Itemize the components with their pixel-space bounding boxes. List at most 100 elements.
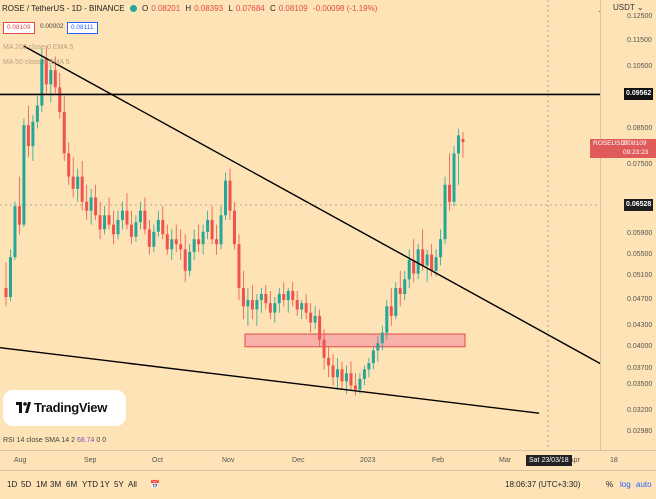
candle-body — [152, 231, 156, 247]
bottom-toolbar: 1D 5D 1M 3M 6M YTD 1Y 5Y All 📅 18:06:37 (UTC+3:3… — [0, 470, 656, 499]
candle-body — [44, 59, 48, 85]
price-tick: 0.03700 — [627, 365, 653, 373]
candle-body — [67, 153, 71, 177]
price-tick: 0.10500 — [627, 63, 653, 71]
low-value: 0.07684 — [235, 4, 265, 13]
price-chart[interactable] — [0, 0, 600, 450]
candle-body — [120, 210, 124, 220]
candle-body — [371, 350, 375, 364]
candle-body — [98, 215, 102, 230]
horizontal-line-price-label: 0.09562 — [624, 88, 654, 101]
symbol-tag-name: ROSEUSDT — [593, 140, 630, 147]
range-button-3m[interactable]: 3M — [50, 480, 62, 489]
time-tick: Mar — [499, 457, 512, 464]
pane-controls: ⌄ □ — [597, 5, 600, 26]
candle-body — [398, 288, 402, 294]
symbol-title[interactable]: ROSE / TetherUS - 1D - BINANCE — [2, 4, 125, 13]
crosshair-date-label: Sat 23/03/18 — [526, 455, 572, 466]
candle-body — [35, 105, 39, 122]
candle-body — [300, 303, 304, 310]
tradingview-logo-icon — [16, 402, 31, 413]
candle-body — [456, 135, 460, 154]
range-button-5d[interactable]: 5D — [21, 480, 32, 489]
trendline-1 — [23, 45, 600, 365]
candle-body — [8, 257, 12, 298]
price-tick: 0.03200 — [627, 407, 653, 415]
rsi-label[interactable]: RSI 14 close SMA 14 2 68.74 0 0 — [3, 437, 106, 444]
price-axis[interactable]: USDT ⌄ 0.12500 0.11500 0.10500 0.08500 0.075… — [590, 0, 656, 450]
price-tick: 0.04300 — [627, 321, 653, 329]
date-range-icon[interactable]: 📅 — [150, 480, 160, 489]
buy-price-box[interactable]: 0.08111 — [67, 22, 98, 34]
price-tick: 0.07500 — [627, 160, 653, 168]
log-toggle[interactable]: log — [620, 480, 631, 489]
candle-body — [340, 369, 344, 382]
collapse-icon[interactable]: ⌄ — [597, 5, 600, 15]
candle-body — [22, 125, 26, 225]
range-button-1y[interactable]: 1Y — [100, 480, 110, 489]
candle-body — [304, 303, 308, 313]
time-tick: Apr — [569, 457, 580, 464]
logo-text: TradingView — [34, 400, 108, 415]
time-tick: 2023 — [360, 457, 376, 464]
trendline-2 — [0, 346, 540, 414]
candle-body — [161, 219, 165, 235]
auto-toggle[interactable]: auto — [636, 480, 652, 489]
clock-display[interactable]: 18:06:37 (UTC+3:30) — [505, 480, 581, 489]
candle-body — [192, 239, 196, 252]
price-tick: 0.04700 — [627, 296, 653, 304]
candle-body — [255, 300, 259, 310]
candle-body — [309, 312, 313, 323]
candle-body — [376, 343, 380, 351]
candle-body — [264, 293, 268, 304]
candle-body — [71, 176, 75, 189]
range-button-1d[interactable]: 1D — [7, 480, 18, 489]
range-button-5y[interactable]: 5Y — [114, 480, 124, 489]
rsi-extra-2: 0 — [102, 437, 107, 444]
candle-body — [313, 315, 317, 323]
candle-body — [4, 288, 8, 298]
candle-body — [434, 257, 438, 271]
candle-body — [201, 231, 205, 245]
candle-body — [224, 180, 228, 216]
range-button-1m[interactable]: 1M — [36, 480, 48, 489]
range-button-ytd[interactable]: YTD — [82, 480, 98, 489]
price-tick: 0.05500 — [627, 250, 653, 258]
candle-body — [385, 306, 389, 333]
candle-body — [58, 87, 62, 112]
currency-select[interactable]: USDT ⌄ — [613, 3, 644, 12]
range-button-6m[interactable]: 6M — [66, 480, 78, 489]
candle-body — [170, 239, 174, 250]
candle-body — [448, 184, 452, 202]
candle-body — [403, 279, 407, 294]
candle-body — [26, 125, 30, 147]
candle-body — [183, 249, 187, 271]
ma50-label[interactable]: MA 50 close 0 EMA 5 — [3, 59, 70, 66]
range-button-all[interactable]: All — [128, 480, 137, 489]
percent-toggle[interactable]: % — [606, 480, 614, 489]
candle-body — [147, 229, 151, 247]
candle-body — [17, 206, 21, 225]
time-tick: Aug — [14, 457, 27, 464]
candle-body — [331, 365, 335, 378]
close-value: 0.08109 — [278, 4, 308, 13]
candle-body — [53, 70, 57, 88]
candle-body — [13, 206, 17, 258]
candle-body — [228, 180, 232, 211]
ma200-label[interactable]: MA 200 close 0 EMA 5 — [3, 44, 74, 51]
candle-body — [219, 215, 223, 245]
candle-body — [241, 288, 245, 307]
price-tick: 0.02980 — [627, 428, 653, 435]
sell-price-box[interactable]: 0.08109 — [3, 22, 35, 34]
candle-body — [62, 111, 66, 154]
time-axis[interactable]: Aug Sep Oct Nov Dec 2023 Feb Mar Apr 18 Sat 23/03… — [0, 450, 656, 470]
support-zone-rectangle — [244, 333, 466, 348]
time-tick: Sep — [84, 457, 97, 464]
tradingview-logo[interactable]: TradingView — [3, 390, 126, 426]
candle-body — [282, 293, 286, 301]
candle-body — [246, 300, 250, 307]
candle-body — [206, 219, 210, 232]
candle-body — [327, 357, 331, 366]
chart-pane[interactable]: ROSE / TetherUS - 1D - BINANCE O 0.08201 … — [0, 0, 600, 450]
price-tick: 0.03500 — [627, 381, 653, 389]
